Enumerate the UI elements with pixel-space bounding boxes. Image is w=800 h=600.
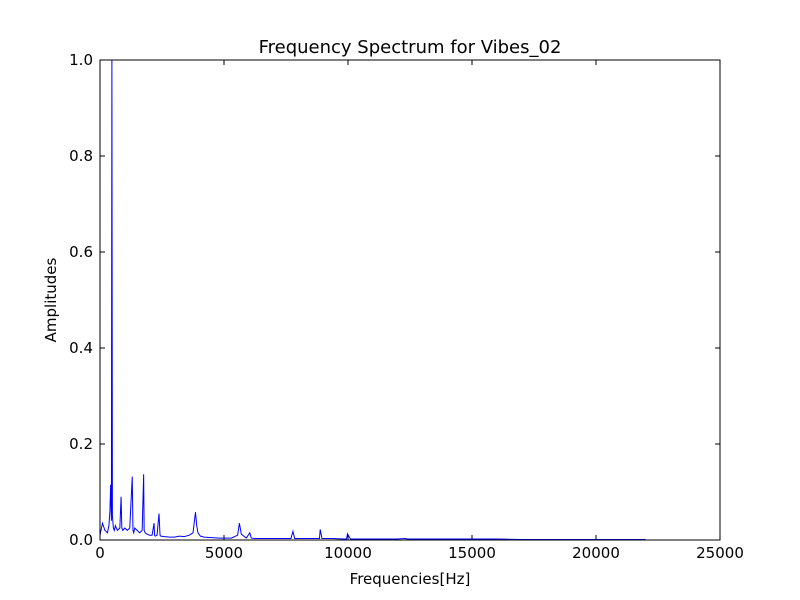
x-tick-label: 15000 (448, 544, 496, 562)
x-tick-label: 5000 (205, 544, 243, 562)
y-tick-label: 0.4 (69, 339, 93, 357)
x-tick-label: 25000 (696, 544, 744, 562)
y-tick-label: 0.8 (69, 147, 93, 165)
x-tick-label: 20000 (572, 544, 620, 562)
y-tick-label: 0.6 (69, 243, 93, 261)
plot-frame (99, 59, 721, 541)
y-tick-label: 0.0 (69, 531, 93, 549)
x-axis-label: Frequencies[Hz] (350, 570, 471, 588)
y-tick-label: 1.0 (69, 51, 93, 69)
y-axis-label: Amplitudes (42, 257, 60, 342)
x-tick-label: 10000 (324, 544, 372, 562)
x-tick-label: 0 (95, 544, 105, 562)
spectrum-line (99, 59, 646, 541)
chart-title: Frequency Spectrum for Vibes_02 (259, 37, 562, 58)
y-tick-label: 0.2 (69, 435, 93, 453)
